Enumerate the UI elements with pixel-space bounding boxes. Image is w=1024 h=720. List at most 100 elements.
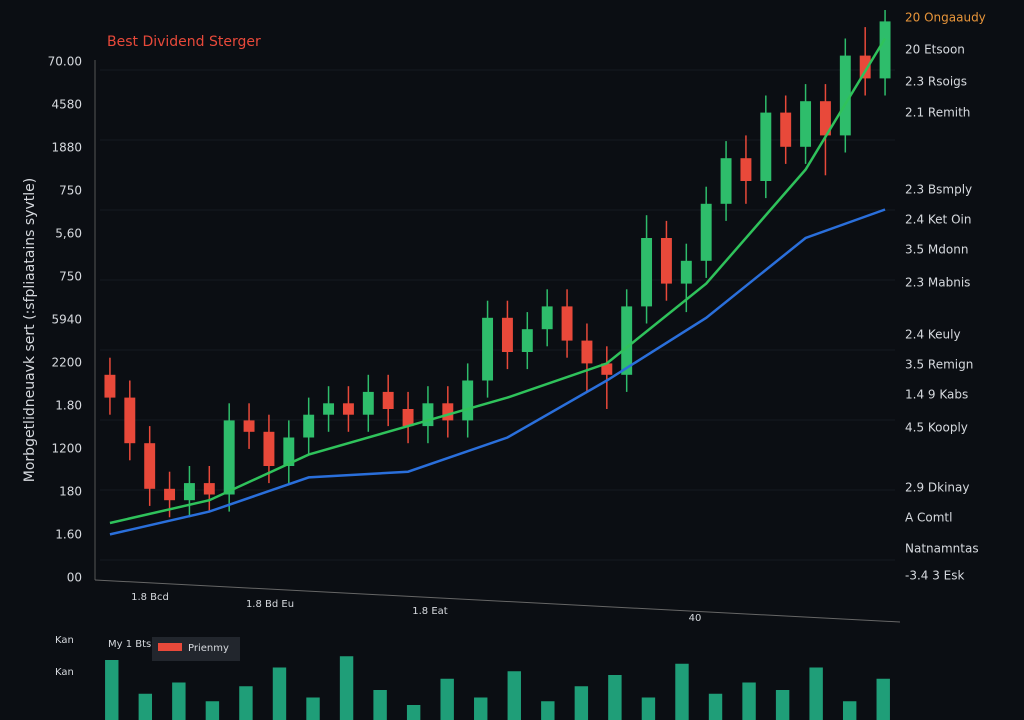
y-tick-label: 1880 — [51, 141, 82, 155]
moving-average — [109, 37, 887, 525]
candle-body — [382, 391, 394, 409]
candle-body — [740, 158, 752, 181]
annotation: Natnamntas — [905, 542, 979, 556]
candle-body — [303, 414, 315, 438]
volume-bar — [876, 678, 890, 720]
candle-body — [581, 340, 593, 364]
volume-bar — [809, 667, 823, 720]
candle-body — [780, 112, 792, 147]
y-tick-label: 2200 — [51, 356, 82, 370]
volume-bar — [138, 693, 153, 720]
volume-bar — [474, 697, 488, 720]
y-tick-label: 1.60 — [55, 528, 82, 542]
volume-bar — [742, 682, 756, 720]
volume-bar — [440, 678, 454, 720]
volume-bar — [339, 656, 354, 720]
y-tick-label: 5,60 — [55, 227, 82, 241]
volume-bar — [105, 660, 119, 720]
volume-bar — [541, 701, 555, 720]
volume-bar — [272, 667, 287, 720]
volume-bar — [708, 693, 723, 720]
annotation: 2.4 Keuly — [905, 328, 961, 342]
volume-bar — [239, 686, 253, 720]
annotation: 2.3 Bsmply — [905, 183, 972, 197]
candle-body — [183, 483, 195, 501]
candle-body — [104, 374, 116, 398]
y-tick-label: 5940 — [51, 313, 82, 327]
annotation: A Comtl — [905, 511, 952, 525]
volume-bar — [675, 663, 689, 720]
candle-body — [621, 306, 633, 375]
annotation: 20 Etsoon — [905, 43, 965, 57]
volume-label: Kan — [55, 667, 74, 678]
volume-bar — [842, 701, 857, 720]
y-tick-label: 750 — [59, 270, 82, 284]
candle-body — [800, 101, 812, 147]
candle-body — [879, 21, 891, 79]
annotation: 3.5 Remign — [905, 358, 973, 372]
y-tick-label: 1.80 — [55, 399, 82, 413]
annotation: 2.3 Rsoigs — [905, 75, 967, 89]
y-tick-label: 70.00 — [48, 55, 82, 69]
annotation: 20 Ongaaudy — [905, 11, 986, 25]
candle-body — [601, 363, 613, 375]
candle-body — [203, 483, 215, 495]
candle-body — [680, 260, 692, 284]
chart-title: Best Dividend Sterger — [107, 34, 261, 50]
candle-body — [164, 488, 176, 501]
candle-body — [323, 403, 335, 415]
y-tick-label: 750 — [59, 184, 82, 198]
x-axis — [94, 579, 901, 623]
annotation: 1.4 9 Kabs — [905, 388, 968, 402]
volume-bar — [406, 705, 421, 720]
y-tick-label: 4580 — [51, 98, 82, 112]
volume-bar — [507, 671, 521, 720]
candle-body — [501, 317, 513, 352]
candle-body — [442, 403, 454, 421]
volume-bar — [205, 701, 220, 720]
x-tick-label: 1.8 Bcd — [131, 592, 169, 603]
candle-body — [760, 112, 772, 181]
annotation: 2.9 Dkinay — [905, 481, 969, 495]
annotation: 2.4 Ket Oin — [905, 213, 971, 227]
annotation: 4.5 Kooply — [905, 421, 968, 435]
volume-bar — [373, 690, 387, 720]
volume-bar — [306, 697, 320, 720]
candle-body — [561, 306, 573, 341]
volume-label: Kan — [55, 635, 74, 646]
y-tick-label: 180 — [59, 485, 82, 499]
volume-bar — [608, 675, 622, 720]
x-tick-label: 40 — [689, 613, 702, 624]
candle-body — [641, 238, 653, 307]
candle-body — [144, 443, 156, 489]
annotation: 3.5 Mdonn — [905, 243, 968, 257]
volume-bar — [775, 690, 790, 720]
candle-body — [521, 329, 533, 352]
candle-body — [283, 437, 295, 466]
volume-label: Prienmy — [188, 643, 229, 654]
volume-bar — [172, 682, 186, 720]
candle-body — [243, 420, 255, 432]
candle-body — [422, 403, 434, 427]
candle-body — [700, 203, 712, 261]
volume-label: My 1 Bts — [108, 639, 151, 650]
candle-body — [263, 431, 275, 466]
candle-body — [859, 55, 871, 79]
candle-body — [223, 420, 235, 495]
candle-body — [541, 306, 553, 330]
y-tick-label: 00 — [67, 571, 82, 585]
annotation: 2.3 Mabnis — [905, 276, 970, 290]
volume-bar — [641, 697, 656, 720]
moving-average — [109, 208, 886, 536]
candle-body — [819, 101, 831, 136]
candle-body — [839, 55, 851, 136]
candle-body — [124, 397, 136, 444]
legend-swatch — [158, 643, 182, 651]
x-tick-label: 1.8 Bd Eu — [246, 599, 294, 610]
y-tick-label: 1200 — [51, 442, 82, 456]
annotation: -3.4 3 Esk — [905, 569, 965, 583]
candle-body — [462, 380, 474, 421]
candle-body — [362, 391, 374, 415]
